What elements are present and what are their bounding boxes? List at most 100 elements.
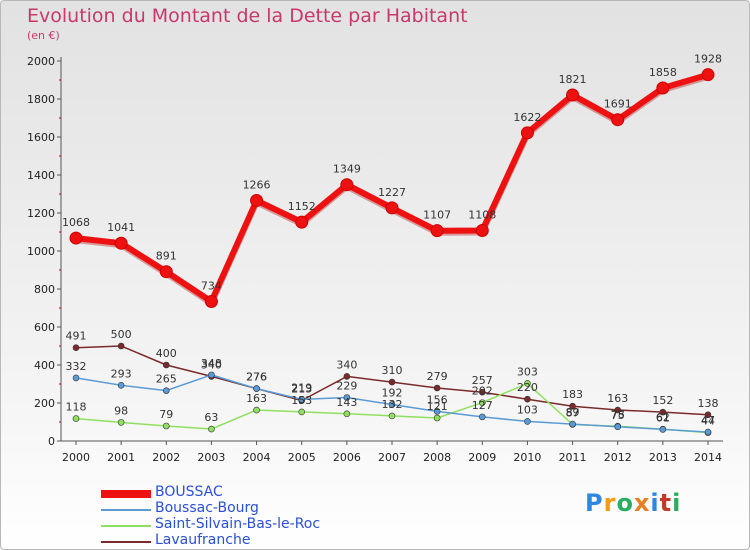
data-labels-layer: 491 500 400 340 276 213 340 310 279 257 220 183 163 1… bbox=[62, 53, 722, 428]
y-tick-label: 1800 bbox=[27, 93, 55, 106]
data-label: 47 bbox=[701, 414, 715, 427]
legend-label: Saint-Silvain-Bas-le-Roc bbox=[155, 516, 321, 532]
data-label: 63 bbox=[204, 411, 218, 424]
data-point bbox=[614, 406, 622, 414]
data-point bbox=[117, 382, 125, 389]
data-point bbox=[701, 68, 715, 82]
data-point bbox=[478, 413, 486, 421]
data-point bbox=[340, 178, 354, 192]
proxiti-logo: Proxiti bbox=[585, 489, 681, 517]
data-label: 1858 bbox=[649, 66, 677, 79]
y-tick-label: 1600 bbox=[27, 131, 55, 144]
data-point bbox=[343, 373, 351, 380]
data-point bbox=[298, 408, 306, 416]
x-tick-label: 2000 bbox=[62, 451, 90, 464]
data-label: 348 bbox=[201, 357, 222, 370]
data-point bbox=[117, 342, 125, 350]
data-label: 202 bbox=[472, 385, 493, 398]
data-point bbox=[433, 408, 441, 415]
data-point bbox=[656, 81, 670, 95]
x-tick-label: 2003 bbox=[197, 451, 225, 464]
data-point bbox=[72, 344, 80, 352]
legend-swatch bbox=[101, 490, 151, 498]
data-label: 734 bbox=[201, 280, 222, 293]
data-label: 1041 bbox=[107, 221, 135, 234]
data-point bbox=[569, 402, 576, 410]
data-label: 303 bbox=[517, 365, 538, 378]
data-point bbox=[475, 223, 489, 237]
data-point bbox=[343, 410, 351, 418]
data-point bbox=[253, 406, 260, 414]
logo-letter: x bbox=[633, 489, 651, 517]
x-tick-label: 2012 bbox=[604, 451, 632, 464]
x-tick-label: 2011 bbox=[559, 451, 587, 464]
data-point bbox=[162, 387, 170, 394]
data-point bbox=[385, 201, 399, 215]
data-label: 1227 bbox=[378, 186, 406, 199]
series-layer bbox=[69, 68, 715, 436]
legend-label: BOUSSAC bbox=[155, 484, 223, 500]
data-label: 121 bbox=[427, 400, 448, 413]
data-point bbox=[343, 394, 351, 401]
data-point bbox=[704, 428, 712, 436]
data-point bbox=[433, 384, 441, 392]
data-label: 400 bbox=[156, 347, 177, 360]
logo-letter: r bbox=[603, 489, 617, 517]
data-label: 44 bbox=[701, 415, 715, 428]
data-label: 293 bbox=[111, 367, 132, 380]
data-label: 1266 bbox=[243, 178, 271, 191]
data-label: 500 bbox=[111, 328, 132, 341]
data-label: 891 bbox=[156, 250, 177, 263]
data-point bbox=[69, 231, 83, 245]
x-tick-label: 2009 bbox=[468, 451, 496, 464]
data-label: 340 bbox=[336, 358, 357, 371]
logo-letter: i bbox=[672, 489, 682, 517]
data-label: 1622 bbox=[513, 111, 541, 124]
x-tick-label: 2014 bbox=[694, 451, 722, 464]
data-label: 89 bbox=[566, 406, 580, 419]
data-point bbox=[611, 113, 625, 127]
data-point bbox=[704, 411, 712, 419]
data-point bbox=[253, 385, 260, 392]
data-point bbox=[208, 371, 215, 379]
logo-letter: P bbox=[585, 489, 604, 517]
data-label: 62 bbox=[656, 411, 670, 424]
legend-swatch bbox=[101, 525, 151, 527]
data-point bbox=[72, 415, 80, 422]
data-point bbox=[566, 88, 580, 102]
data-point bbox=[478, 388, 486, 396]
data-label: 276 bbox=[246, 371, 267, 384]
y-tick-label: 0 bbox=[48, 435, 55, 448]
data-label: 61 bbox=[656, 411, 670, 424]
data-label: 1691 bbox=[604, 98, 632, 111]
y-tick-label: 2000 bbox=[27, 55, 55, 68]
data-label: 138 bbox=[698, 397, 719, 410]
data-label: 276 bbox=[246, 371, 267, 384]
chart-subtitle: (en €) bbox=[27, 29, 60, 42]
y-tick-label: 800 bbox=[34, 283, 55, 296]
data-point bbox=[520, 126, 534, 140]
data-point bbox=[204, 295, 218, 309]
data-label: 1349 bbox=[333, 163, 361, 176]
data-label: 163 bbox=[607, 392, 628, 405]
axes: 0 200 400 600 800 1000 1200 1400 1600 1800 2000 200… bbox=[27, 55, 723, 464]
data-point bbox=[569, 420, 576, 428]
data-label: 229 bbox=[336, 379, 357, 392]
logo-letter: o bbox=[616, 489, 634, 517]
data-label: 213 bbox=[291, 383, 312, 396]
y-tick-label: 600 bbox=[34, 321, 55, 334]
data-point bbox=[72, 374, 80, 382]
data-point bbox=[208, 425, 215, 433]
legend-label: Boussac-Bourg bbox=[155, 500, 259, 516]
chart-title: Evolution du Montant de la Dette par Hab… bbox=[27, 5, 468, 27]
x-tick-label: 2007 bbox=[378, 451, 406, 464]
legend-label: Lavaufranche bbox=[155, 532, 251, 548]
data-point bbox=[298, 396, 306, 403]
data-label: 163 bbox=[246, 392, 267, 405]
data-label: 340 bbox=[201, 358, 222, 371]
data-label: 192 bbox=[382, 387, 403, 400]
logo-letter: t bbox=[659, 489, 673, 517]
data-label: 127 bbox=[472, 399, 493, 412]
